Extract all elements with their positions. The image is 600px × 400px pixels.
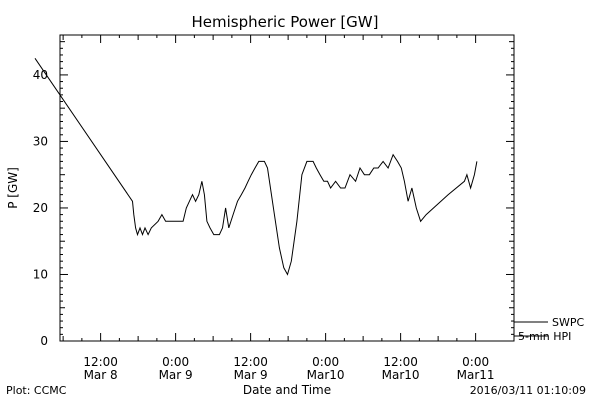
y-axis: 0 10 20 30 40 [33, 41, 514, 348]
legend-label-hpi: 5-min HPI [518, 330, 571, 343]
x-tick-label-time: 12:00 [383, 355, 418, 369]
x-tick-label-date: Mar10 [382, 368, 420, 382]
y-tick-label: 40 [33, 68, 48, 82]
chart-title: Hemispheric Power [GW] [192, 13, 379, 31]
y-tick-label: 10 [33, 267, 48, 281]
x-tick-label-date: Mar 9 [159, 368, 193, 382]
y-tick-label: 0 [40, 334, 48, 348]
x-tick-label-time: 12:00 [83, 355, 118, 369]
x-tick-label-time: 0:00 [312, 355, 339, 369]
x-tick-label-time: 0:00 [162, 355, 189, 369]
series-layer [34, 58, 478, 276]
x-tick-label-date: Mar 9 [234, 368, 268, 382]
legend-label-swpc: SWPC [552, 316, 584, 329]
x-axis-label: Date and Time [243, 383, 331, 397]
series-line-swpc [34, 58, 478, 276]
x-tick-label-time: 12:00 [233, 355, 268, 369]
x-tick-label-date: Mar 8 [84, 368, 118, 382]
plot-frame [59, 34, 515, 342]
x-tick-label-date: Mar10 [307, 368, 345, 382]
x-tick-label-date: Mar11 [457, 368, 495, 382]
footer-timestamp: 2016/03/11 01:10:09 [470, 384, 586, 397]
legend: SWPC 5-min HPI [514, 316, 584, 343]
y-axis-label: P [GW] [6, 167, 20, 209]
y-tick-label: 20 [33, 201, 48, 215]
x-tick-label-time: 0:00 [462, 355, 489, 369]
y-tick-label: 30 [33, 134, 48, 148]
footer-credit: Plot: CCMC [6, 384, 67, 397]
